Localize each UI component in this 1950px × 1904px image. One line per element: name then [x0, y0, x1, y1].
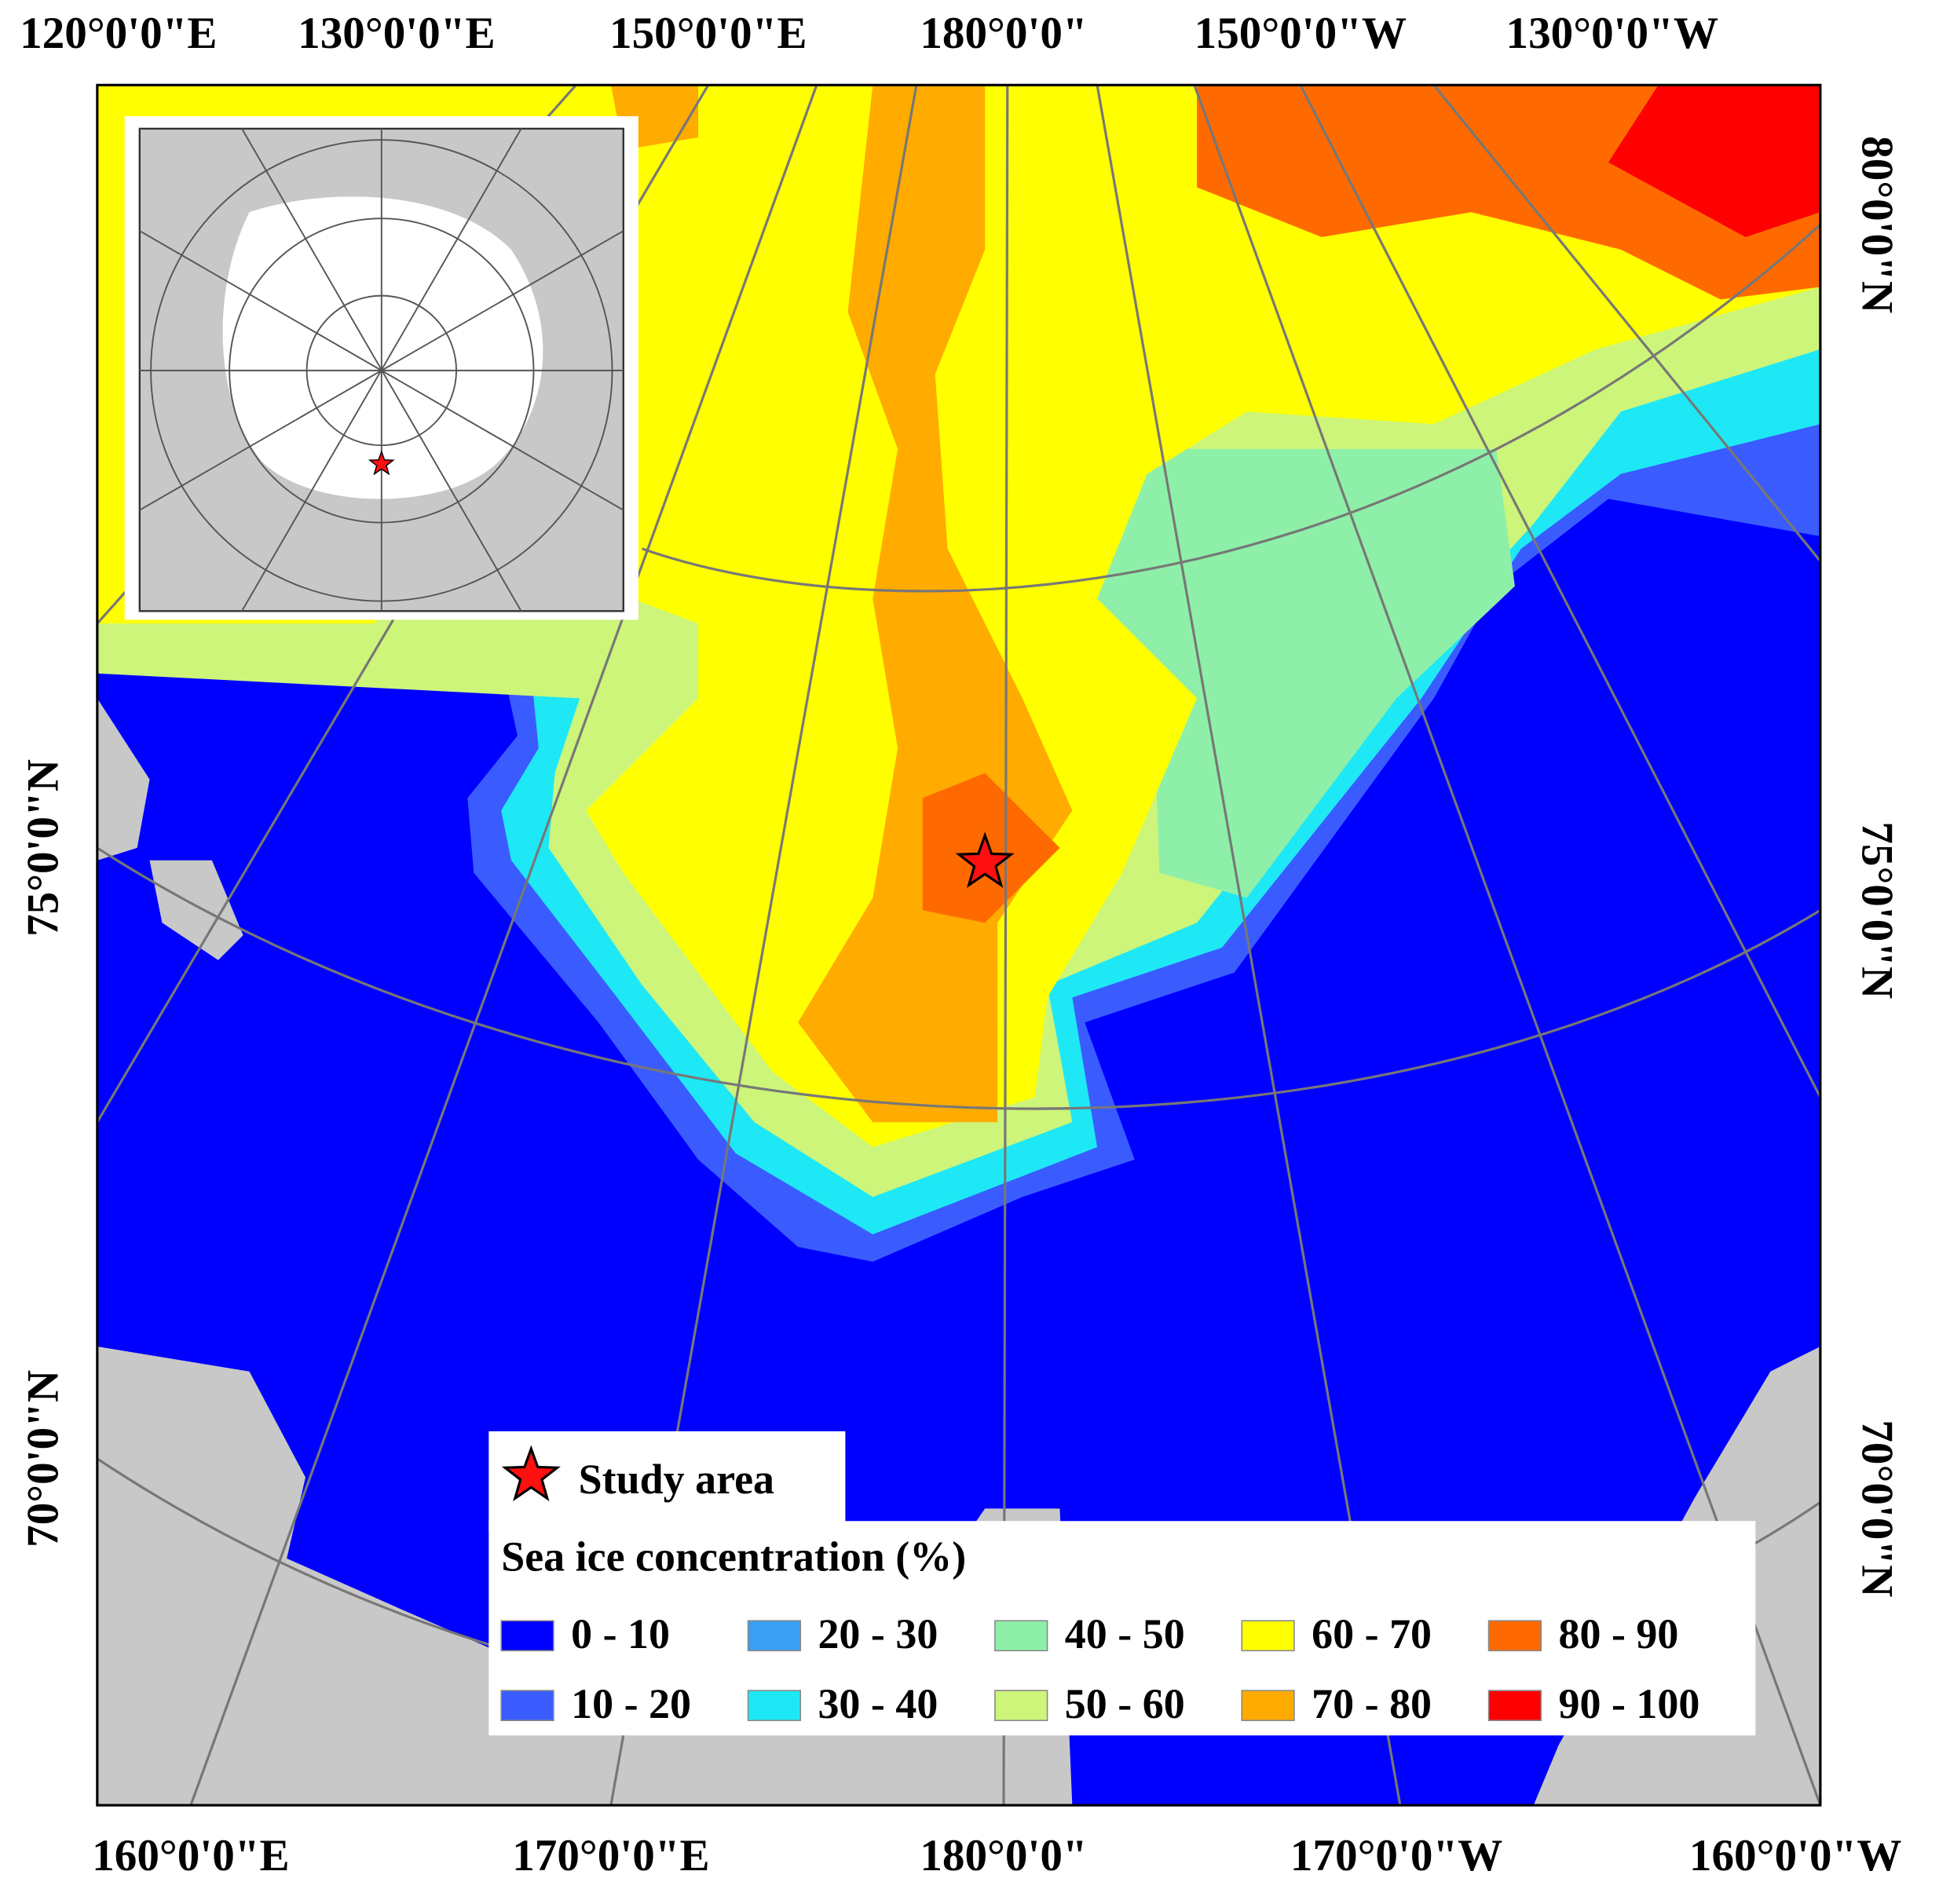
- legend: Study area Sea ice concentration (%) 0 -…: [488, 1431, 1756, 1736]
- map-frame: [96, 83, 1822, 1807]
- legend-label: 10 - 20: [571, 1680, 691, 1727]
- legend-label: 20 - 30: [818, 1610, 938, 1657]
- bottom-axis-label: 180°0'0": [920, 1831, 1087, 1880]
- legend-swatch: [1241, 1620, 1295, 1652]
- legend-label: 80 - 90: [1558, 1610, 1678, 1657]
- right-axis-label: 70°0'0"N: [1852, 1420, 1901, 1597]
- top-axis-label: 150°0'0"E: [609, 9, 807, 58]
- legend-items: 0 - 10 10 - 20 20 - 30 30 - 40 40 - 50 50 - 6…: [500, 1610, 1699, 1727]
- ice-zone: [922, 773, 1060, 923]
- legend-swatch: [747, 1690, 802, 1722]
- bottom-axis-label: 170°0'0"E: [512, 1831, 709, 1880]
- left-axis-label: 70°0'0"N: [18, 1370, 68, 1548]
- legend-swatch: [1487, 1620, 1542, 1652]
- bottom-axis-label: 160°0'0"W: [1689, 1831, 1901, 1880]
- land: [149, 860, 243, 960]
- top-axis-label: 130°0'0"W: [1506, 9, 1718, 58]
- legend-swatch: [500, 1620, 554, 1652]
- legend-swatch: [1487, 1690, 1542, 1722]
- legend-label: 70 - 80: [1312, 1680, 1432, 1727]
- legend-label: 90 - 100: [1558, 1680, 1699, 1727]
- legend-swatch: [500, 1690, 554, 1722]
- legend-label: 40 - 50: [1065, 1610, 1185, 1657]
- right-axis-label: 75°0'0"N: [1852, 821, 1901, 999]
- legend-title: Sea ice concentration (%): [501, 1533, 966, 1580]
- bottom-axis-label: 170°0'0"W: [1290, 1831, 1502, 1880]
- legend-label: 0 - 10: [571, 1610, 670, 1657]
- bottom-axis-label: 160°0'0"E: [92, 1831, 289, 1880]
- top-axis-label: 130°0'0"E: [298, 9, 495, 58]
- legend-label: 60 - 70: [1312, 1610, 1432, 1657]
- top-axis-label: 120°0'0"E: [20, 9, 217, 58]
- axis-labels: 120°0'0"E 130°0'0"E 150°0'0"E 180°0'0" 150°0…: [18, 9, 1901, 1880]
- left-axis-label: 75°0'0"N: [18, 759, 68, 937]
- top-axis-label: 180°0'0": [920, 9, 1087, 58]
- legend-study-area: Study area: [579, 1456, 774, 1503]
- legend-swatch: [994, 1620, 1048, 1652]
- land: [97, 698, 150, 861]
- legend-label: 30 - 40: [818, 1680, 938, 1727]
- ice-zone: [1608, 85, 1820, 238]
- inset-map: [124, 116, 638, 620]
- legend-swatch: [1241, 1690, 1295, 1722]
- legend-swatch: [747, 1620, 802, 1652]
- legend-label: 50 - 60: [1065, 1680, 1185, 1727]
- right-axis-label: 80°0'0"N: [1852, 136, 1901, 313]
- top-axis-label: 150°0'0"W: [1195, 9, 1407, 58]
- legend-swatch: [994, 1690, 1048, 1722]
